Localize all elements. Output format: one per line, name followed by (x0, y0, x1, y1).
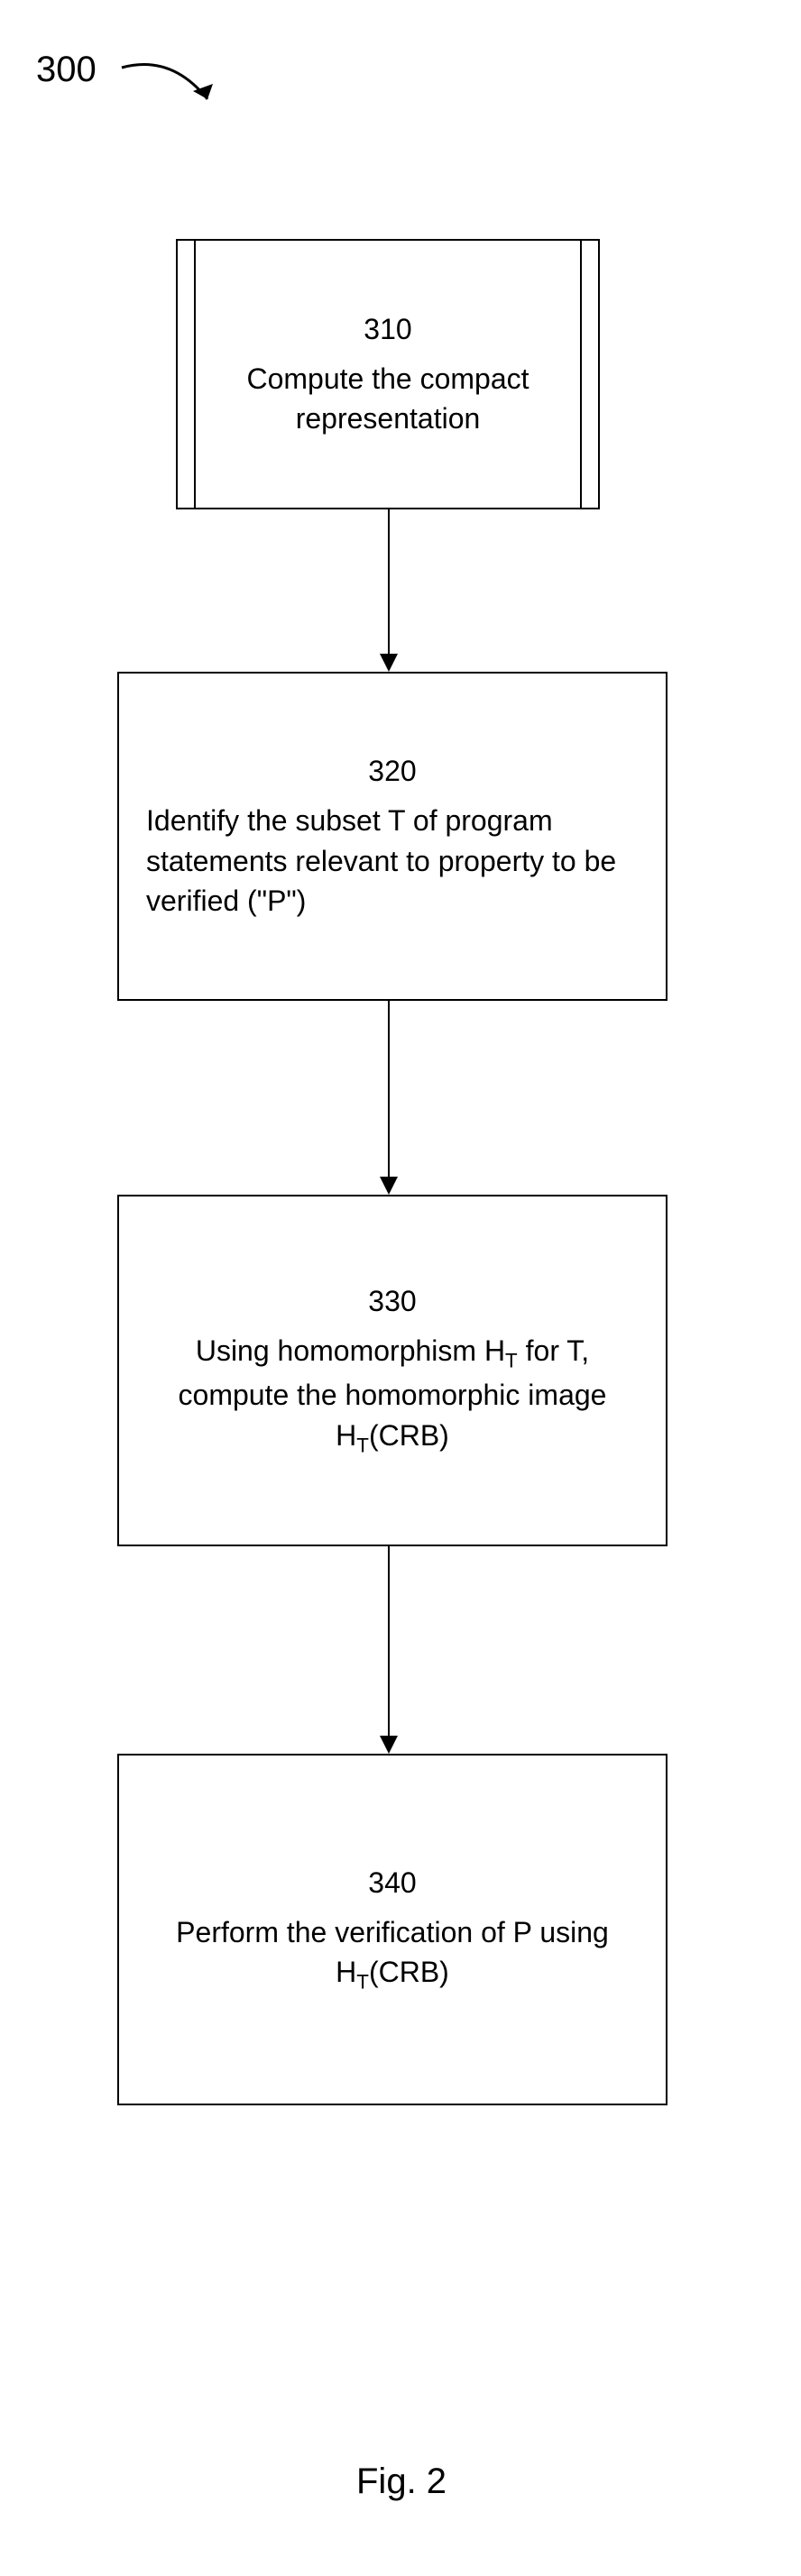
step-320-box: 320 Identify the subset T of program sta… (117, 672, 668, 1001)
figure-caption: Fig. 2 (356, 2461, 447, 2502)
reference-arrow-icon (117, 50, 235, 131)
box-inner-bar-right (580, 241, 582, 508)
step-text: Identify the subset T of program stateme… (146, 801, 639, 921)
arrow-line (388, 509, 390, 654)
box-inner-bar-left (194, 241, 196, 508)
arrow-head-icon (380, 1736, 398, 1754)
reference-number-300: 300 (36, 50, 97, 90)
step-330-box: 330 Using homomorphism HT for T, compute… (117, 1195, 668, 1546)
flowchart-canvas: 300 310 Compute the compact representati… (0, 0, 801, 2576)
step-number: 340 (368, 1863, 416, 1903)
step-text: Perform the verification of P using HT(C… (146, 1912, 639, 1997)
arrow-line (388, 1001, 390, 1177)
step-number: 310 (364, 309, 411, 350)
step-text: Using homomorphism HT for T, compute the… (146, 1331, 639, 1459)
step-number: 320 (368, 751, 416, 792)
step-text: Compute the compact representation (205, 359, 571, 440)
step-310-box: 310 Compute the compact representation (176, 239, 600, 509)
step-number: 330 (368, 1281, 416, 1322)
arrow-head-icon (380, 1177, 398, 1195)
arrow-line (388, 1546, 390, 1736)
arrow-head-icon (380, 654, 398, 672)
step-340-box: 340 Perform the verification of P using … (117, 1754, 668, 2105)
